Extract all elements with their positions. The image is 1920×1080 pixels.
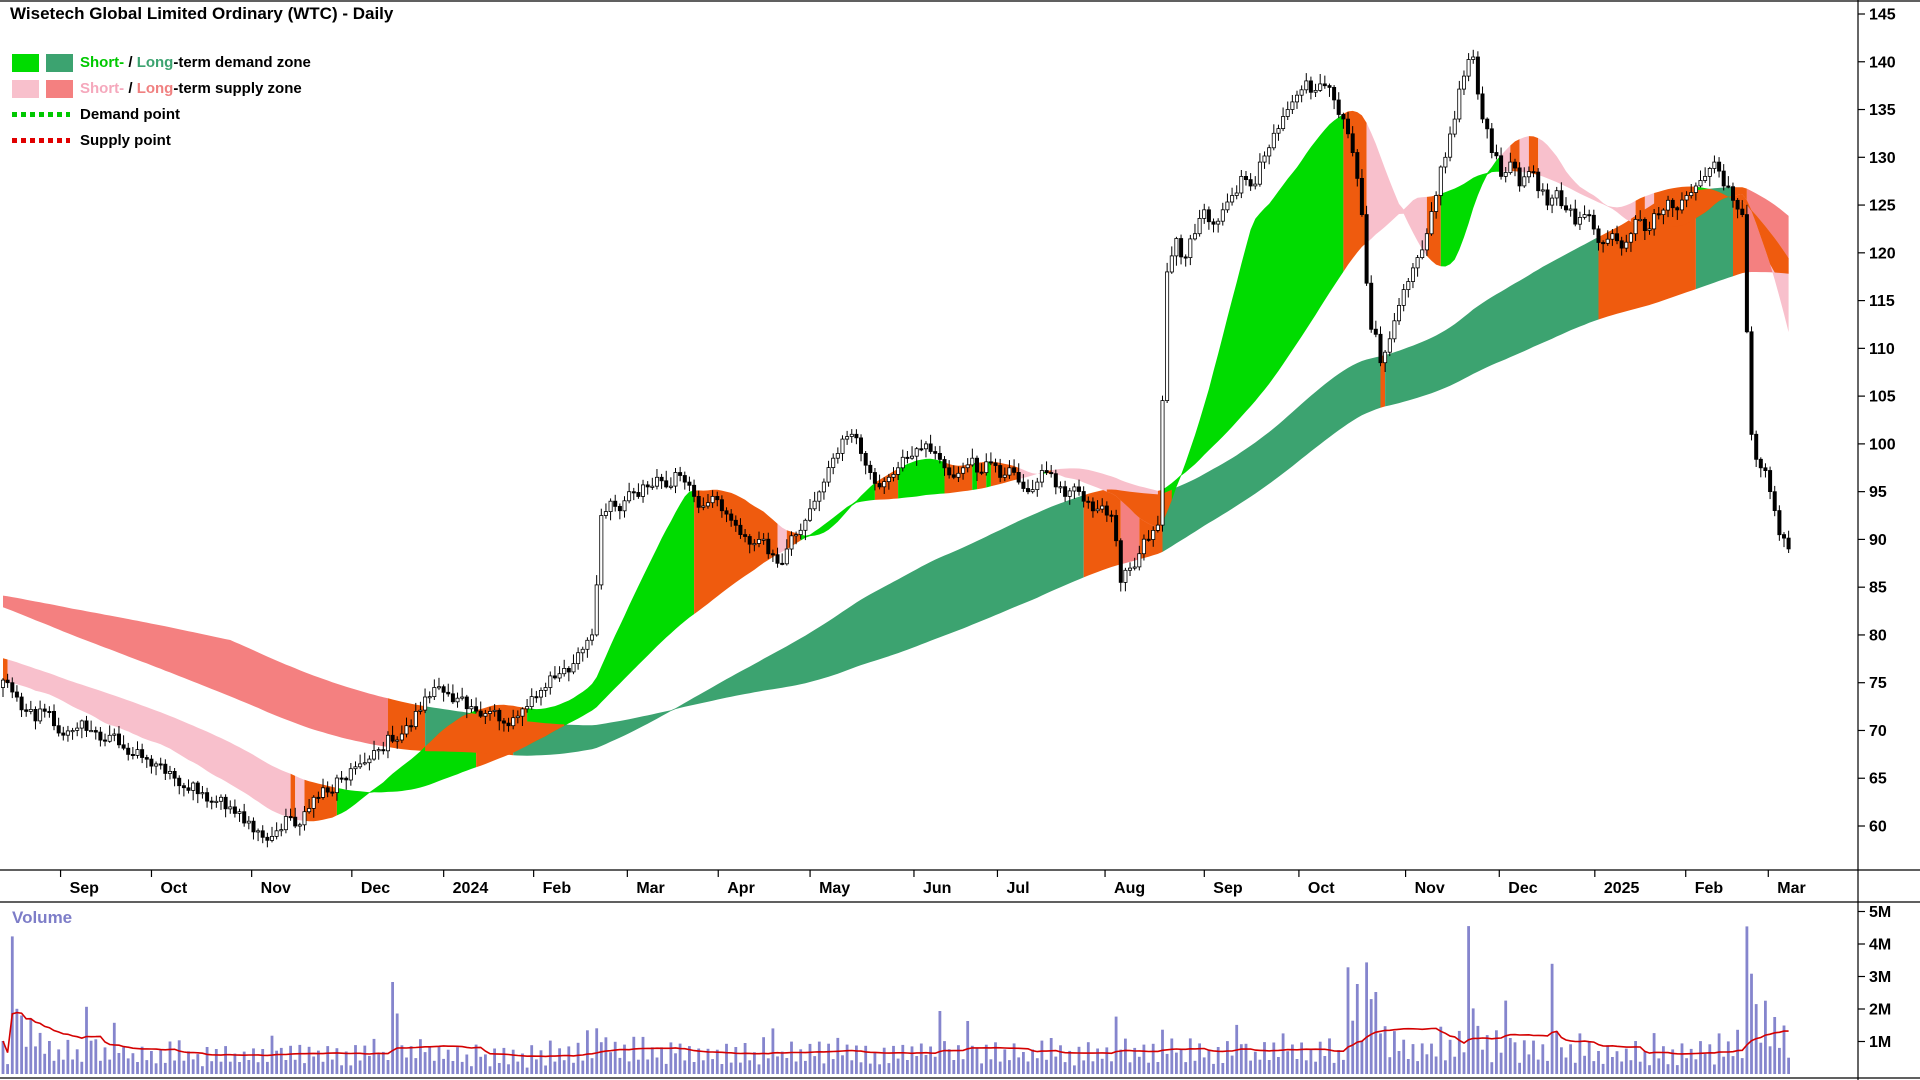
svg-text:May: May [819, 880, 850, 897]
svg-text:75: 75 [1869, 675, 1887, 692]
svg-text:140: 140 [1869, 54, 1896, 71]
svg-text:Dec: Dec [1508, 880, 1537, 897]
svg-text:1M: 1M [1869, 1034, 1891, 1051]
svg-text:Feb: Feb [543, 880, 572, 897]
svg-text:Nov: Nov [1415, 880, 1445, 897]
svg-text:Sep: Sep [1213, 880, 1243, 897]
svg-text:130: 130 [1869, 150, 1896, 167]
svg-text:3M: 3M [1869, 969, 1891, 986]
svg-text:85: 85 [1869, 580, 1887, 597]
svg-text:Dec: Dec [361, 880, 390, 897]
svg-text:Apr: Apr [727, 880, 755, 897]
svg-text:115: 115 [1869, 293, 1895, 310]
svg-text:Mar: Mar [636, 880, 664, 897]
svg-text:70: 70 [1869, 723, 1887, 740]
svg-text:145: 145 [1869, 7, 1896, 24]
svg-text:100: 100 [1869, 436, 1896, 453]
svg-text:Oct: Oct [1308, 880, 1335, 897]
svg-text:Sep: Sep [70, 880, 100, 897]
svg-text:Nov: Nov [261, 880, 291, 897]
svg-text:135: 135 [1869, 102, 1896, 119]
svg-text:Mar: Mar [1777, 880, 1805, 897]
svg-text:4M: 4M [1869, 937, 1891, 954]
svg-text:125: 125 [1869, 198, 1896, 215]
svg-text:2025: 2025 [1604, 880, 1640, 897]
svg-text:90: 90 [1869, 532, 1887, 549]
svg-text:65: 65 [1869, 771, 1887, 788]
svg-text:2024: 2024 [453, 880, 489, 897]
svg-text:Oct: Oct [160, 880, 187, 897]
svg-text:105: 105 [1869, 389, 1896, 406]
svg-text:110: 110 [1869, 341, 1895, 358]
svg-text:2M: 2M [1869, 1002, 1891, 1019]
svg-text:120: 120 [1869, 245, 1896, 262]
svg-text:Feb: Feb [1695, 880, 1724, 897]
svg-text:Jul: Jul [1006, 880, 1029, 897]
svg-text:5M: 5M [1869, 904, 1891, 921]
svg-text:Aug: Aug [1114, 880, 1145, 897]
svg-text:80: 80 [1869, 627, 1887, 644]
svg-text:95: 95 [1869, 484, 1887, 501]
svg-text:60: 60 [1869, 819, 1887, 836]
svg-text:Jun: Jun [923, 880, 951, 897]
